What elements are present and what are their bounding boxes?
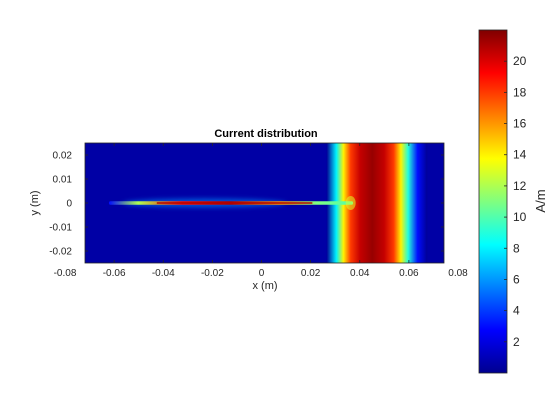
colorbar-tick-label: 18: [513, 85, 527, 99]
x-tick-label: -0.06: [103, 268, 126, 279]
y-axis-ticks: 0.02 0.01 0 -0.01 -0.02: [49, 151, 444, 258]
y-tick-label: -0.01: [49, 223, 72, 234]
x-tick-label: -0.04: [152, 268, 175, 279]
colorbar: [478, 29, 508, 374]
colorbar-tick-label: 10: [513, 210, 527, 224]
chart-title: Current distribution: [214, 128, 318, 140]
y-tick-label: 0.01: [53, 175, 73, 186]
colorbar-tick-label: 6: [513, 272, 520, 286]
x-tick-label: 0.04: [350, 268, 370, 279]
x-tick-label: -0.02: [201, 268, 224, 279]
y-tick-label: 0: [66, 199, 72, 210]
y-tick-label: -0.02: [49, 247, 72, 258]
x-axis-label: x (m): [252, 280, 277, 292]
colorbar-tick-label: 16: [513, 117, 527, 131]
x-tick-label: 0.08: [448, 268, 468, 279]
colorbar-tick-label: 20: [513, 54, 527, 68]
colorbar-ticks: 2 4 6 8 10 12 14 16 18 20: [504, 54, 527, 349]
colorbar-tick-label: 8: [513, 241, 520, 255]
heatmap-area: [85, 143, 444, 263]
colorbar-tick-label: 12: [513, 179, 527, 193]
x-axis-ticks: -0.08 -0.06 -0.04 -0.02 0 0.02 0.04 0.06 0.08: [54, 143, 468, 279]
feed-line-core: [156, 202, 313, 204]
x-tick-label: 0.02: [301, 268, 321, 279]
colorbar-label: A/m: [533, 189, 548, 212]
colorbar-tick-label: 2: [513, 335, 520, 349]
x-tick-label: 0: [259, 268, 265, 279]
colorbar-tick-label: 14: [513, 148, 527, 162]
x-tick-label: 0.06: [399, 268, 419, 279]
feed-junction: [345, 196, 356, 210]
y-tick-label: 0.02: [53, 151, 73, 162]
x-tick-label: -0.08: [54, 268, 77, 279]
colorbar-tick-label: 4: [513, 304, 520, 318]
y-axis-label: y (m): [29, 190, 41, 215]
